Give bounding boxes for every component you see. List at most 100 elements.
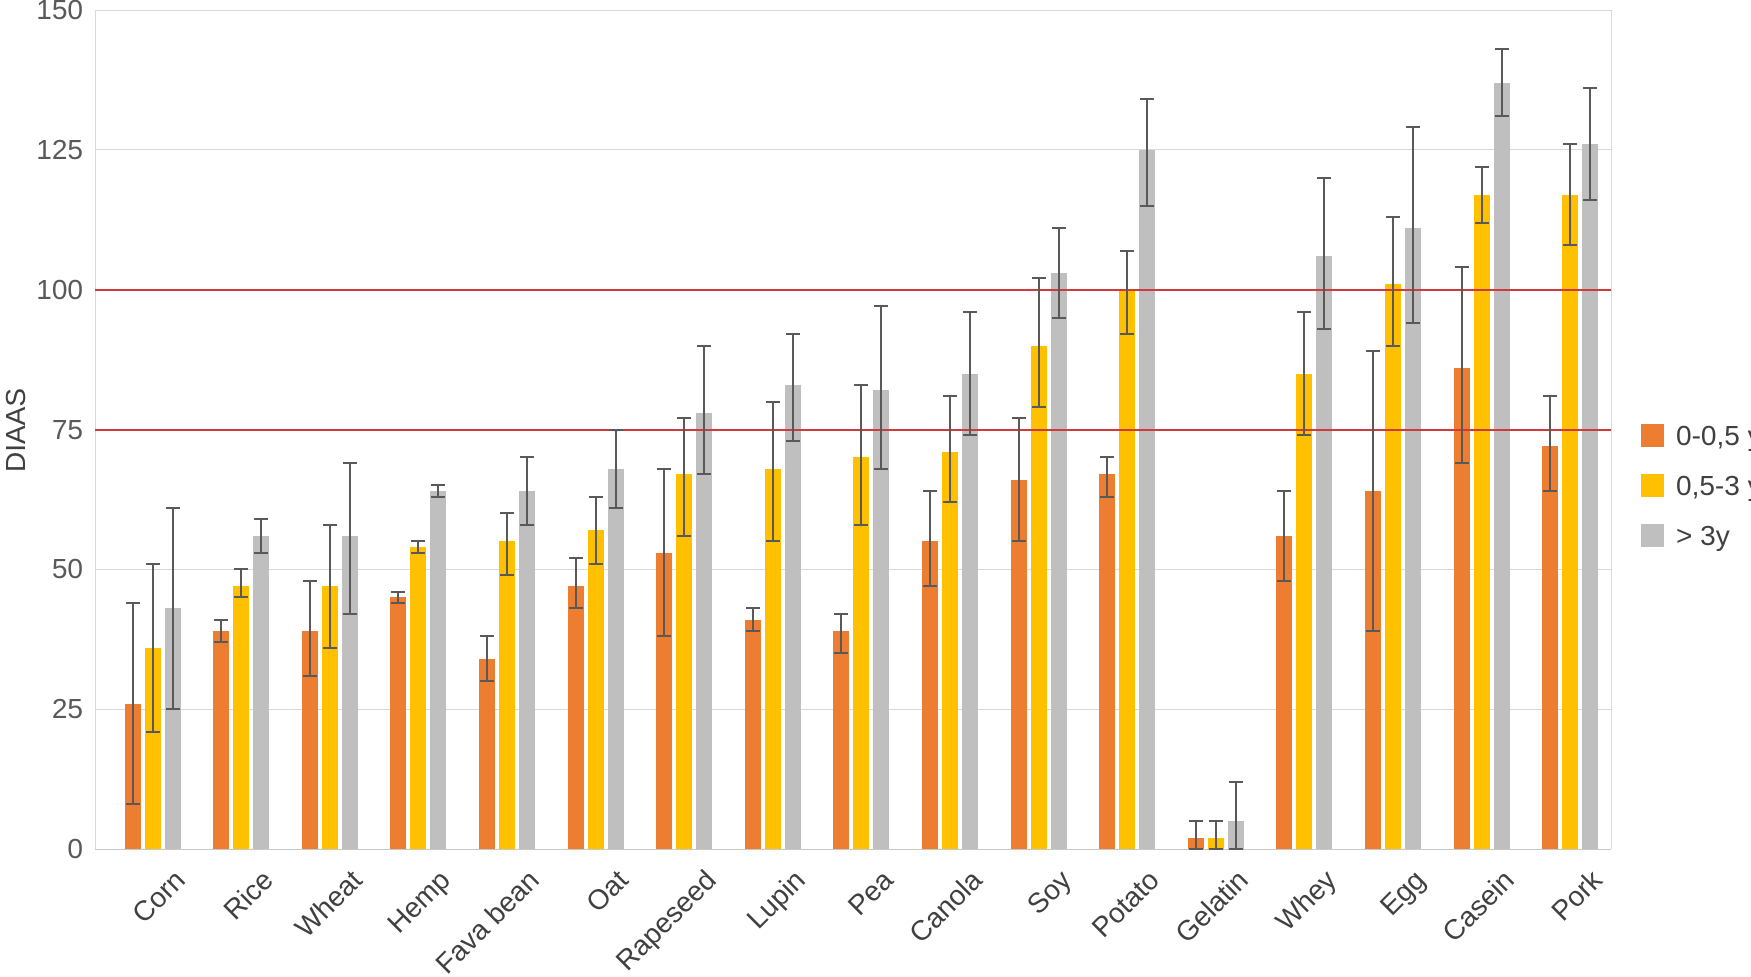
y-tick-25: 25 xyxy=(51,693,83,725)
bar-fava-bean-s2 xyxy=(518,491,535,849)
error-fava-bean-s1 xyxy=(505,513,508,575)
bar-pork-s2 xyxy=(1582,144,1599,849)
bar-rice-s1 xyxy=(233,586,250,849)
error-cap-top-pork-s0 xyxy=(1543,394,1558,397)
error-cap-top-whey-s2 xyxy=(1317,176,1332,179)
error-casein-s0 xyxy=(1460,267,1463,464)
legend-label-0-05y: 0-0,5 y xyxy=(1676,420,1751,451)
error-cap-bottom-lupin-s2 xyxy=(785,439,800,442)
error-cap-bottom-corn-s0 xyxy=(125,803,140,806)
error-rapeseed-s2 xyxy=(703,345,706,475)
error-potato-s2 xyxy=(1146,99,1149,206)
error-canola-s0 xyxy=(928,491,931,587)
error-cap-top-canola-s0 xyxy=(922,490,937,493)
error-cap-top-pea-s0 xyxy=(834,613,849,616)
bar-whey-s1 xyxy=(1296,373,1313,849)
error-cap-bottom-rice-s2 xyxy=(254,551,269,554)
error-cap-top-oat-s2 xyxy=(608,428,623,431)
error-cap-top-oat-s1 xyxy=(588,495,603,498)
error-rice-s2 xyxy=(260,518,263,553)
error-rice-s1 xyxy=(240,569,243,598)
bar-egg-s0 xyxy=(1364,491,1381,849)
error-whey-s2 xyxy=(1323,177,1326,329)
error-whey-s1 xyxy=(1303,312,1306,436)
error-cap-top-hemp-s1 xyxy=(411,540,426,543)
y-tick-150: 150 xyxy=(36,0,83,25)
error-cap-top-rice-s0 xyxy=(214,618,229,621)
error-cap-top-pork-s1 xyxy=(1563,143,1578,146)
error-potato-s1 xyxy=(1126,250,1129,335)
error-wheat-s2 xyxy=(348,463,351,615)
error-cap-top-corn-s2 xyxy=(165,506,180,509)
bar-egg-s1 xyxy=(1384,284,1401,849)
error-cap-bottom-fava-bean-s0 xyxy=(479,680,494,683)
error-whey-s0 xyxy=(1283,491,1286,581)
bar-rapeseed-s2 xyxy=(696,412,713,849)
error-wheat-s0 xyxy=(308,580,311,676)
bar-wheat-s0 xyxy=(301,630,318,849)
error-cap-bottom-pea-s2 xyxy=(874,467,889,470)
error-hemp-s2 xyxy=(437,485,440,497)
error-cap-bottom-oat-s2 xyxy=(608,506,623,509)
error-wheat-s1 xyxy=(328,524,331,648)
error-pork-s2 xyxy=(1589,88,1592,201)
gridline-50 xyxy=(95,568,1611,570)
error-cap-bottom-lupin-s0 xyxy=(745,629,760,632)
bar-lupin-s0 xyxy=(744,619,761,849)
error-casein-s1 xyxy=(1480,166,1483,223)
error-cap-bottom-pea-s1 xyxy=(854,523,869,526)
error-pea-s1 xyxy=(860,384,863,525)
error-cap-bottom-fava-bean-s2 xyxy=(519,523,534,526)
bar-whey-s0 xyxy=(1276,535,1293,849)
error-cap-top-pork-s2 xyxy=(1583,87,1598,90)
error-cap-bottom-soy-s1 xyxy=(1031,406,1046,409)
error-potato-s0 xyxy=(1106,457,1109,497)
error-rapeseed-s1 xyxy=(683,418,686,536)
error-hemp-s0 xyxy=(397,591,400,603)
error-cap-top-wheat-s1 xyxy=(322,523,337,526)
error-casein-s2 xyxy=(1500,49,1503,117)
error-cap-bottom-potato-s1 xyxy=(1120,333,1135,336)
legend-swatch-05-3y xyxy=(1641,474,1664,497)
bar-pork-s1 xyxy=(1562,194,1579,849)
error-soy-s0 xyxy=(1017,418,1020,542)
bar-pea-s1 xyxy=(853,457,870,849)
error-cap-top-rapeseed-s0 xyxy=(657,467,672,470)
error-cap-bottom-egg-s0 xyxy=(1365,629,1380,632)
legend-label-05-3y: 0,5-3 y xyxy=(1676,470,1751,501)
error-cap-bottom-gelatin-s2 xyxy=(1228,848,1243,850)
bar-egg-s2 xyxy=(1404,228,1421,849)
legend: 0-0,5 y 0,5-3 y > 3y xyxy=(1641,421,1751,571)
error-cap-bottom-pork-s1 xyxy=(1563,243,1578,246)
bar-pea-s0 xyxy=(833,630,850,849)
bar-hemp-s0 xyxy=(390,597,407,849)
error-cap-top-whey-s1 xyxy=(1297,311,1312,314)
error-pea-s0 xyxy=(840,614,843,654)
error-pork-s0 xyxy=(1549,395,1552,492)
error-cap-bottom-wheat-s2 xyxy=(342,613,357,616)
error-cap-top-casein-s1 xyxy=(1474,165,1489,168)
bar-potato-s1 xyxy=(1119,289,1136,849)
error-cap-top-hemp-s2 xyxy=(431,484,446,487)
error-lupin-s2 xyxy=(791,334,794,441)
error-cap-top-gelatin-s1 xyxy=(1208,820,1223,823)
error-cap-bottom-gelatin-s0 xyxy=(1188,848,1203,850)
bar-potato-s2 xyxy=(1139,149,1156,849)
error-cap-bottom-canola-s0 xyxy=(922,585,937,588)
gridline-0 xyxy=(95,848,1611,850)
bar-rice-s2 xyxy=(253,535,270,849)
bar-corn-s2 xyxy=(164,608,181,849)
error-cap-top-rapeseed-s1 xyxy=(677,417,692,420)
error-cap-bottom-whey-s1 xyxy=(1297,434,1312,437)
error-cap-bottom-canola-s1 xyxy=(942,501,957,504)
bar-rapeseed-s1 xyxy=(676,474,693,849)
bar-soy-s2 xyxy=(1050,272,1067,849)
error-cap-top-canola-s2 xyxy=(962,311,977,314)
error-cap-top-fava-bean-s1 xyxy=(499,512,514,515)
error-cap-bottom-corn-s1 xyxy=(145,730,160,733)
error-cap-top-whey-s0 xyxy=(1277,490,1292,493)
error-cap-top-soy-s1 xyxy=(1031,277,1046,280)
error-pork-s1 xyxy=(1569,144,1572,245)
error-cap-bottom-casein-s0 xyxy=(1454,462,1469,465)
error-cap-bottom-wheat-s0 xyxy=(302,674,317,677)
